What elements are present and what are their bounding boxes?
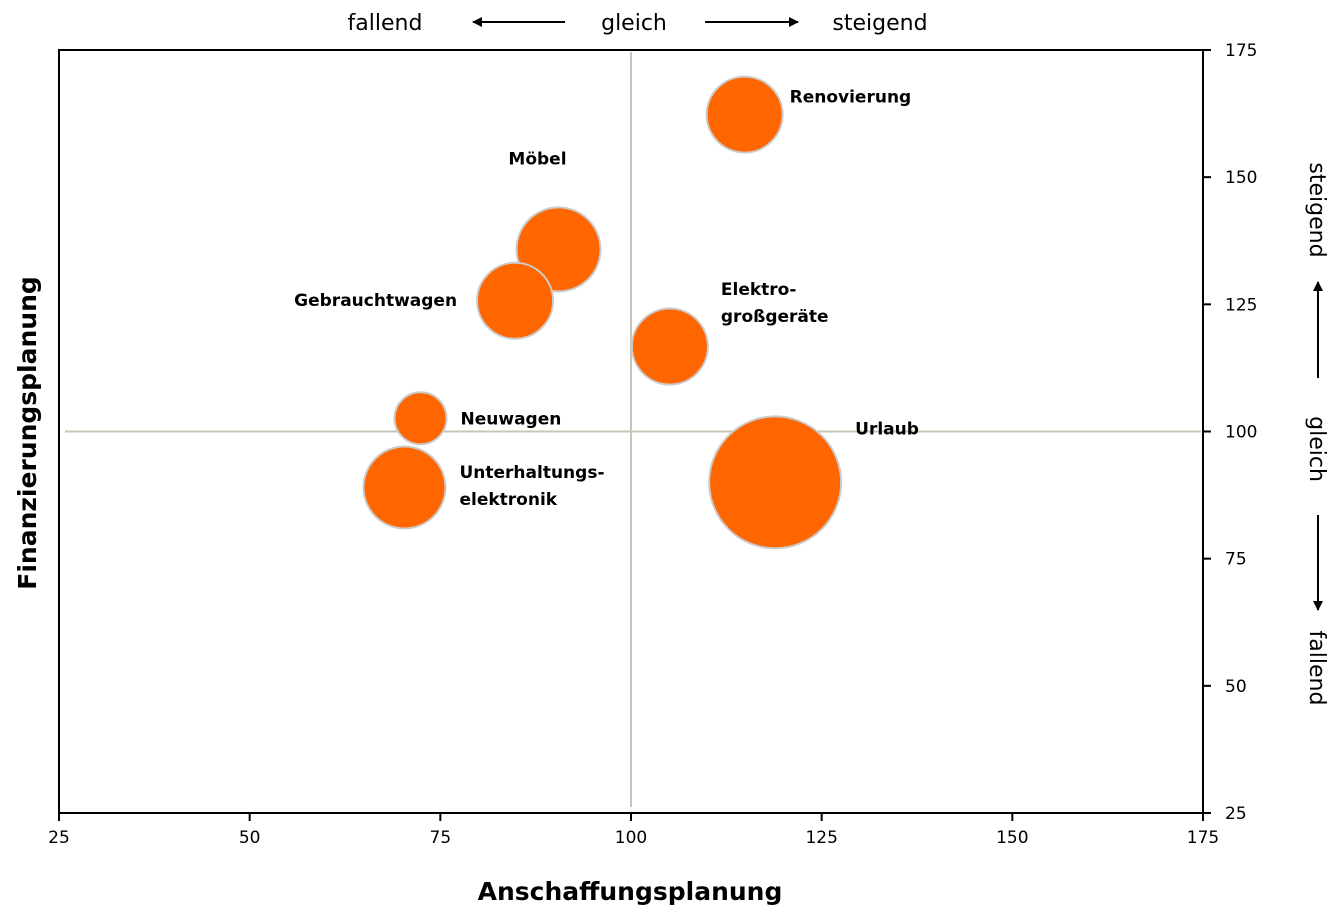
- right-direction-bottom: fallend: [1304, 631, 1329, 706]
- bubble-label: Renovierung: [790, 88, 912, 108]
- bubble-label: Unterhaltungs-elektronik: [459, 463, 604, 510]
- bubble: [362, 445, 447, 530]
- bubble: [476, 261, 555, 340]
- y-tick-label: 50: [1225, 677, 1247, 697]
- bubble-label-line: Möbel: [508, 149, 566, 169]
- top-direction-left: fallend: [348, 11, 423, 36]
- y-tick-label: 75: [1225, 550, 1247, 570]
- y-tick-label: 150: [1225, 168, 1257, 188]
- bubble-series: Renovierung Möbel Gebrauchtwagen Elektro-gr…: [294, 75, 919, 550]
- y-axis-title: Finanzierungsplanung: [13, 276, 42, 590]
- y-tick-label: 175: [1225, 41, 1257, 61]
- bubble: [705, 75, 784, 154]
- bubble-label: Möbel: [508, 149, 566, 169]
- right-direction-legend: steigend gleich fallend: [1304, 162, 1329, 705]
- bubble-label: Neuwagen: [461, 409, 562, 429]
- right-direction-center: gleich: [1304, 416, 1329, 482]
- bubble-label: Gebrauchtwagen: [294, 291, 457, 311]
- bubble-label-line: Renovierung: [790, 88, 912, 108]
- bubble: [393, 391, 448, 446]
- x-tick-label: 150: [996, 828, 1028, 848]
- y-tick-label: 100: [1225, 423, 1257, 443]
- x-tick-label: 50: [239, 828, 261, 848]
- y-tick-label: 125: [1225, 295, 1257, 315]
- bubble-label-line: Urlaub: [855, 419, 919, 439]
- y-tick-label: 25: [1225, 804, 1247, 824]
- bubble-label: Urlaub: [855, 419, 919, 439]
- bubble-label-line: elektronik: [459, 490, 557, 510]
- bubble: [630, 307, 709, 386]
- bubble-label-line: Unterhaltungs-: [459, 463, 604, 483]
- x-tick-label: 125: [805, 828, 837, 848]
- bubble-label-line: großgeräte: [721, 307, 829, 327]
- top-direction-center: gleich: [601, 11, 667, 36]
- x-tick-label: 175: [1187, 828, 1219, 848]
- y-axis-ticks: 25 50 75 100 125 150 175: [1203, 41, 1257, 824]
- bubble-label-line: Elektro-: [721, 280, 797, 300]
- top-direction-legend: fallend gleich steigend: [348, 11, 928, 36]
- x-axis-ticks: 25 50 75 100 125 150 175: [48, 813, 1219, 848]
- bubble-label: Elektro-großgeräte: [721, 280, 829, 327]
- bubble-label-line: Neuwagen: [461, 409, 562, 429]
- x-tick-label: 75: [430, 828, 452, 848]
- x-axis-title: Anschaffungsplanung: [478, 877, 783, 906]
- x-tick-label: 25: [48, 828, 70, 848]
- top-direction-right: steigend: [832, 11, 927, 36]
- bubble-label-line: Gebrauchtwagen: [294, 291, 457, 311]
- right-direction-top: steigend: [1304, 162, 1329, 257]
- x-tick-label: 100: [615, 828, 647, 848]
- bubble: [708, 415, 843, 550]
